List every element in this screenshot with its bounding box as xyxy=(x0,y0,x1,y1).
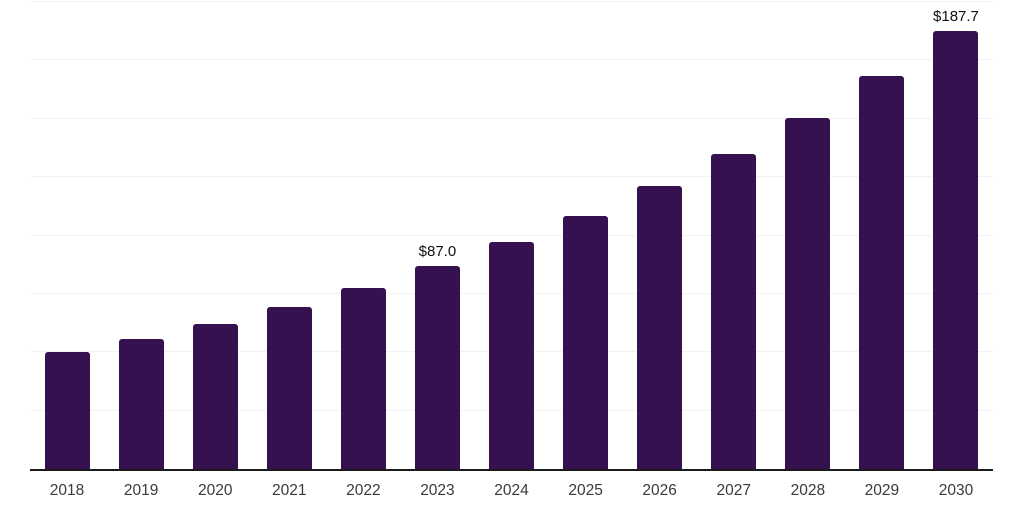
bar-2026[interactable] xyxy=(637,185,683,469)
bar-column-2024 xyxy=(474,2,548,469)
x-tick-label-2023: 2023 xyxy=(420,482,455,499)
bar-column-2020 xyxy=(178,2,252,469)
bar-2027[interactable] xyxy=(711,154,757,469)
x-tick-label-2027: 2027 xyxy=(716,482,751,499)
x-tick-label-2021: 2021 xyxy=(272,482,307,499)
bar-column-2018 xyxy=(30,2,104,469)
bar-2021[interactable] xyxy=(266,307,312,469)
bar-column-2025 xyxy=(549,2,623,469)
gridline-125 xyxy=(30,176,993,178)
bar-column-2028 xyxy=(771,2,845,469)
bar-2028[interactable] xyxy=(785,117,831,469)
x-tick-label-2019: 2019 xyxy=(123,482,159,499)
data-label-2023: $87.0 xyxy=(418,242,457,260)
bar-2023[interactable] xyxy=(414,265,460,469)
gridline-150 xyxy=(30,117,993,119)
bar-column-2021 xyxy=(252,2,326,469)
gridline-200 xyxy=(30,1,993,2)
bar-2019[interactable] xyxy=(118,339,164,469)
x-tick-label-2022: 2022 xyxy=(346,482,381,499)
bar-2025[interactable] xyxy=(563,216,609,469)
bars-row: $87.0 $187.7 xyxy=(30,2,993,469)
bar-column-2029 xyxy=(845,2,919,469)
x-tick-label-2028: 2028 xyxy=(790,482,826,499)
x-tick-label-2026: 2026 xyxy=(642,482,677,499)
x-tick-label-2025: 2025 xyxy=(568,482,603,499)
x-tick-label-2020: 2020 xyxy=(197,482,233,499)
plot-area: $87.0 $187.7 xyxy=(30,1,993,469)
x-axis-line xyxy=(30,469,993,471)
bar-2029[interactable] xyxy=(859,75,905,469)
x-axis-labels: 2018 2019 2020 2021 2022 2023 2024 2025 2026 2027… xyxy=(30,482,993,500)
gridline-100 xyxy=(30,234,993,236)
bar-column-2026 xyxy=(623,2,697,469)
x-tick-label-2030: 2030 xyxy=(938,482,974,499)
x-tick-label-2029: 2029 xyxy=(864,482,900,499)
bar-2020[interactable] xyxy=(192,324,238,469)
bar-2024[interactable] xyxy=(489,242,534,469)
bar-2030[interactable] xyxy=(933,30,979,469)
bar-column-2019 xyxy=(104,2,178,469)
gridline-175 xyxy=(30,59,993,61)
bar-2022[interactable] xyxy=(340,287,386,469)
x-tick-label-2024: 2024 xyxy=(494,482,529,499)
bar-column-2030: $187.7 xyxy=(919,2,993,469)
bar-column-2023: $87.0 xyxy=(400,2,474,469)
x-tick-label-2018: 2018 xyxy=(49,482,85,499)
data-label-2030: $187.7 xyxy=(933,7,979,25)
bar-column-2027 xyxy=(697,2,771,469)
bar-column-2022 xyxy=(326,2,400,469)
bar-2018[interactable] xyxy=(44,352,90,469)
